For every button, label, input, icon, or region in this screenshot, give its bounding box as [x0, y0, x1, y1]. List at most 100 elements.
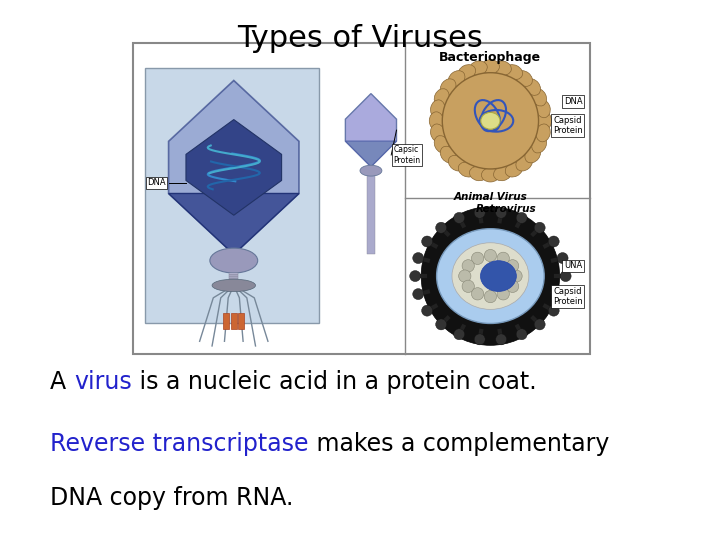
Ellipse shape: [516, 156, 532, 171]
Circle shape: [534, 319, 545, 330]
Circle shape: [474, 207, 485, 218]
Bar: [230, 278, 238, 279]
Ellipse shape: [449, 71, 465, 86]
Circle shape: [497, 252, 509, 265]
Bar: [230, 281, 238, 282]
Circle shape: [413, 253, 424, 264]
Bar: [230, 284, 238, 285]
Ellipse shape: [516, 71, 532, 86]
Circle shape: [421, 207, 559, 345]
Circle shape: [516, 212, 527, 224]
Circle shape: [495, 207, 507, 218]
Ellipse shape: [469, 61, 487, 75]
Circle shape: [495, 334, 507, 345]
Ellipse shape: [210, 248, 258, 273]
Circle shape: [557, 253, 568, 264]
Bar: [230, 276, 238, 277]
Circle shape: [485, 291, 497, 303]
Text: DNA: DNA: [564, 97, 582, 106]
Ellipse shape: [482, 168, 500, 182]
Ellipse shape: [532, 89, 546, 106]
FancyBboxPatch shape: [145, 68, 319, 322]
Circle shape: [472, 288, 484, 300]
Circle shape: [454, 329, 464, 340]
Ellipse shape: [440, 79, 456, 96]
Circle shape: [410, 271, 420, 281]
Bar: [230, 274, 238, 275]
Circle shape: [516, 329, 527, 340]
Text: Retrovirus: Retrovirus: [476, 205, 536, 214]
Circle shape: [442, 73, 539, 169]
Ellipse shape: [481, 112, 500, 129]
Ellipse shape: [360, 165, 382, 176]
Bar: [231, 313, 237, 329]
Ellipse shape: [429, 112, 444, 130]
Text: makes a complementary: makes a complementary: [309, 433, 609, 456]
Circle shape: [462, 260, 474, 272]
Circle shape: [548, 305, 559, 316]
Text: Bacteriophage: Bacteriophage: [438, 51, 541, 64]
Polygon shape: [346, 93, 397, 167]
Ellipse shape: [536, 100, 550, 118]
Circle shape: [474, 334, 485, 345]
Text: Capsic
Protein: Capsic Protein: [393, 145, 420, 165]
Ellipse shape: [452, 243, 528, 309]
Ellipse shape: [434, 136, 449, 153]
Bar: [230, 282, 238, 284]
Bar: [238, 313, 244, 329]
Ellipse shape: [431, 100, 445, 118]
Ellipse shape: [525, 79, 541, 96]
Circle shape: [459, 270, 471, 282]
Circle shape: [548, 236, 559, 247]
Circle shape: [506, 280, 518, 293]
Ellipse shape: [212, 279, 256, 292]
Bar: [367, 171, 375, 254]
Ellipse shape: [431, 124, 445, 142]
Ellipse shape: [480, 261, 516, 292]
Polygon shape: [346, 141, 397, 167]
Circle shape: [506, 260, 518, 272]
Text: DNA: DNA: [147, 178, 166, 187]
Polygon shape: [168, 193, 299, 254]
Circle shape: [560, 271, 571, 281]
Ellipse shape: [525, 146, 541, 163]
Circle shape: [497, 288, 509, 300]
Ellipse shape: [458, 65, 476, 79]
Circle shape: [422, 236, 433, 247]
Ellipse shape: [493, 166, 511, 181]
Ellipse shape: [493, 61, 511, 75]
Ellipse shape: [482, 60, 500, 73]
Text: Reverse transcriptase: Reverse transcriptase: [50, 433, 309, 456]
Ellipse shape: [505, 162, 523, 177]
Circle shape: [557, 288, 568, 300]
Ellipse shape: [458, 162, 476, 177]
Bar: [230, 279, 238, 280]
Circle shape: [413, 288, 424, 300]
Ellipse shape: [434, 89, 449, 106]
Text: Capsid
Protein: Capsid Protein: [553, 116, 582, 136]
Bar: [230, 273, 238, 274]
Text: UNA: UNA: [564, 261, 582, 271]
Circle shape: [436, 222, 446, 233]
Text: DNA copy from RNA.: DNA copy from RNA.: [50, 487, 294, 510]
Polygon shape: [168, 80, 299, 254]
Text: Types of Viruses: Types of Viruses: [237, 24, 483, 53]
Ellipse shape: [469, 166, 487, 181]
Text: is a nucleic acid in a protein coat.: is a nucleic acid in a protein coat.: [132, 370, 536, 394]
Ellipse shape: [449, 156, 465, 171]
Circle shape: [436, 319, 446, 330]
Bar: [230, 280, 238, 281]
Text: A: A: [50, 370, 74, 394]
Bar: [230, 275, 238, 276]
Circle shape: [485, 249, 497, 262]
Text: virus: virus: [74, 370, 132, 394]
Bar: [223, 313, 230, 329]
Circle shape: [454, 212, 464, 224]
FancyBboxPatch shape: [133, 43, 590, 354]
Circle shape: [510, 270, 522, 282]
Circle shape: [534, 222, 545, 233]
Bar: [230, 277, 238, 278]
Text: Capsid
Protein: Capsid Protein: [553, 287, 582, 306]
Ellipse shape: [532, 136, 546, 153]
Circle shape: [472, 252, 484, 265]
